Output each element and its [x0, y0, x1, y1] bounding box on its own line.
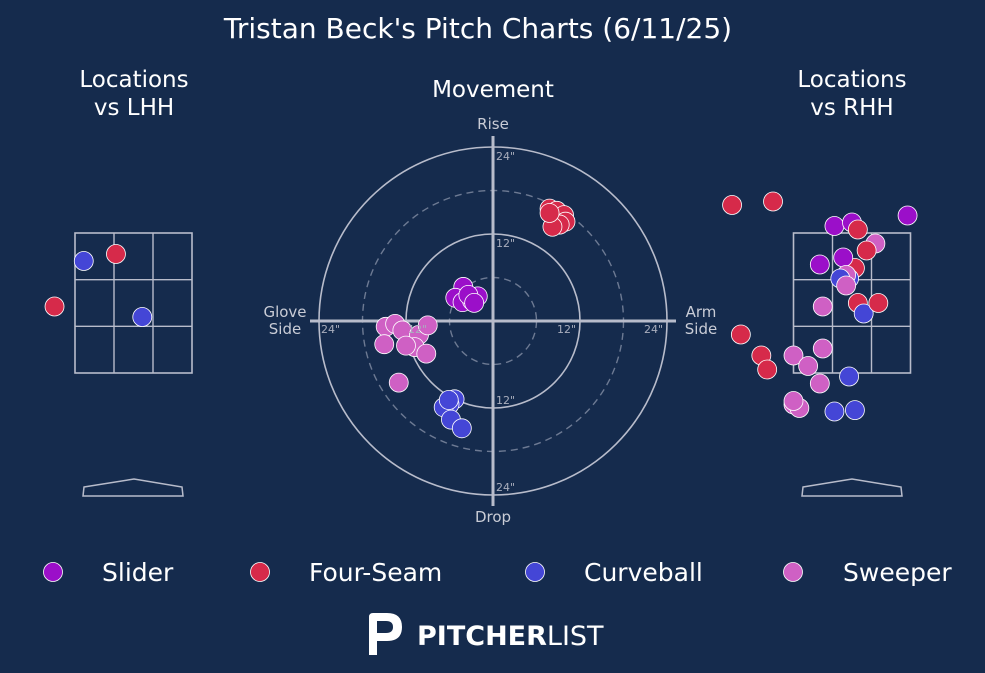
rhh-pitch-point	[730, 324, 751, 345]
legend-label: Slider	[102, 558, 174, 587]
lhh-pitch-point	[44, 296, 65, 317]
legend-label: Curveball	[584, 558, 703, 587]
pitcherlist-logo: PITCHERLIST	[369, 613, 604, 655]
lhh-title-line2: vs LHH	[94, 95, 174, 121]
lhh-title-line1: Locations	[79, 67, 188, 93]
rhh-pitch-point	[824, 401, 845, 422]
rhh-pitch-point	[812, 296, 833, 317]
movement-pitch-point	[417, 315, 438, 336]
rhh-pitch-point	[809, 373, 830, 394]
legend-label: Sweeper	[843, 558, 952, 587]
lhh-pitch-point	[73, 251, 94, 271]
legend: Slider Four-Seam Curveball Sweeper	[43, 558, 952, 587]
rhh-pitch-point	[836, 275, 857, 296]
rhh-pitch-point	[798, 356, 819, 376]
movement-pitch-point	[416, 343, 437, 364]
logo-text-bold: PITCHER	[417, 621, 547, 652]
axis-label-arm-side-line2: Side	[685, 320, 717, 338]
p-logo-icon	[369, 613, 402, 655]
chart-title: Tristan Beck's Pitch Charts (6/11/25)	[223, 12, 732, 45]
legend-marker-sweeper	[783, 562, 803, 582]
movement-pitch-point	[539, 203, 560, 223]
rhh-home-plate	[801, 478, 903, 497]
svg-text:PITCHERLIST: PITCHERLIST	[417, 621, 604, 652]
rhh-pitch-point	[783, 391, 804, 411]
axis-label-drop: Drop	[475, 508, 511, 526]
rhh-pitch-point	[897, 205, 918, 226]
rhh-pitch-point	[847, 219, 868, 240]
ring-label-bottom-inner: 12"	[496, 394, 515, 407]
ring-label-right-inner: 12"	[557, 323, 576, 336]
movement-pitch-points	[374, 198, 576, 439]
movement-pitch-point	[438, 390, 459, 410]
movement-panel: Rise Drop Glove Side Arm Side 24" 12" 12…	[263, 115, 717, 526]
lhh-home-plate	[82, 478, 184, 497]
legend-marker-curveball	[525, 562, 545, 582]
ring-label-left-inner: 12"	[408, 323, 427, 336]
ring-label-left-outer: 24"	[321, 323, 340, 336]
logo-text-light: LIST	[547, 621, 604, 652]
movement-pitch-point	[374, 334, 395, 355]
lhh-pitch-point	[132, 307, 153, 327]
rhh-pitch-point	[868, 293, 889, 313]
ring-label-top-outer: 24"	[496, 150, 515, 163]
lhh-pitch-point	[106, 244, 126, 264]
rhh-pitch-point	[809, 254, 830, 275]
rhh-title-line1: Locations	[797, 67, 906, 93]
rhh-pitch-point	[783, 345, 804, 366]
rhh-pitch-point	[757, 359, 778, 380]
rhh-pitch-points	[722, 191, 918, 422]
ring-label-top-inner: 12"	[496, 237, 515, 250]
rhh-pitch-point	[833, 247, 854, 268]
movement-pitch-point	[388, 372, 409, 393]
movement-pitch-point	[464, 292, 485, 313]
axis-label-arm-side-line1: Arm	[686, 303, 717, 321]
ring-label-bottom-outer: 24"	[496, 481, 515, 494]
rhh-pitch-point	[845, 400, 865, 421]
lhh-zone-outline	[74, 232, 193, 374]
rhh-pitch-point	[856, 240, 877, 261]
rhh-pitch-point	[722, 195, 742, 215]
rhh-pitch-point	[812, 338, 833, 359]
lhh-location-panel	[44, 232, 193, 497]
axis-label-rise: Rise	[477, 115, 509, 133]
axis-label-glove-side-line1: Glove	[263, 303, 306, 321]
lhh-pitch-points	[44, 244, 153, 327]
ring-label-right-outer: 24"	[644, 323, 663, 336]
rhh-pitch-point	[853, 303, 874, 324]
rhh-pitch-point	[763, 191, 783, 212]
legend-marker-four-seam	[250, 562, 270, 582]
legend-marker-slider	[43, 562, 63, 582]
movement-pitch-point	[451, 418, 472, 439]
axis-label-glove-side-line2: Side	[269, 320, 301, 338]
rhh-location-panel	[722, 191, 918, 497]
legend-label: Four-Seam	[309, 558, 442, 587]
movement-pitch-point	[396, 335, 416, 356]
rhh-title-line2: vs RHH	[810, 95, 893, 121]
movement-title: Movement	[432, 77, 554, 103]
rhh-pitch-point	[839, 366, 859, 387]
rhh-pitch-point	[824, 216, 845, 236]
